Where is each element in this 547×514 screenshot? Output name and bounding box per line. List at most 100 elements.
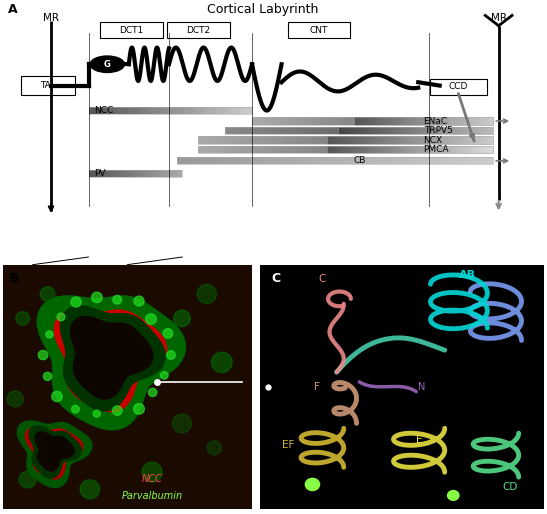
Bar <box>230 107 231 115</box>
Circle shape <box>57 313 65 321</box>
Bar <box>457 127 459 134</box>
Bar <box>433 136 434 143</box>
Bar <box>182 107 183 115</box>
Bar <box>435 117 437 124</box>
Bar <box>345 127 346 134</box>
Bar <box>290 127 292 134</box>
Bar <box>89 107 90 115</box>
Bar <box>266 146 267 153</box>
Bar <box>383 146 384 153</box>
Bar <box>406 136 408 143</box>
Bar <box>385 136 386 143</box>
Bar <box>295 127 297 134</box>
Bar <box>461 146 462 153</box>
Bar <box>465 157 468 164</box>
Bar <box>350 146 351 153</box>
Text: MR: MR <box>43 13 59 23</box>
Bar <box>323 117 325 124</box>
Bar <box>452 146 453 153</box>
Bar <box>397 127 398 134</box>
Bar <box>315 146 317 153</box>
Bar <box>386 136 388 143</box>
Bar <box>151 170 152 177</box>
Bar <box>249 157 251 164</box>
Bar <box>353 157 356 164</box>
Bar <box>412 136 414 143</box>
Bar <box>232 157 234 164</box>
Bar <box>437 127 438 134</box>
Bar <box>453 127 456 134</box>
Bar <box>403 117 404 124</box>
Bar <box>381 136 382 143</box>
Bar <box>480 136 481 143</box>
Bar <box>152 170 153 177</box>
Bar <box>432 136 434 143</box>
Bar <box>374 146 375 153</box>
Bar <box>295 146 298 153</box>
Bar <box>451 146 452 153</box>
Bar <box>472 127 474 134</box>
Bar <box>444 136 445 143</box>
Bar <box>263 127 265 134</box>
Bar <box>470 136 471 143</box>
Bar <box>354 146 355 153</box>
Bar <box>435 136 437 143</box>
Bar <box>146 170 147 177</box>
Bar <box>418 136 420 143</box>
Bar <box>109 170 110 177</box>
Bar <box>292 136 293 143</box>
Bar <box>244 136 246 143</box>
Bar <box>276 136 277 143</box>
Bar <box>446 127 449 134</box>
Bar <box>363 127 364 134</box>
Bar <box>427 117 428 124</box>
Bar <box>276 117 278 124</box>
Bar <box>452 117 453 124</box>
Bar <box>396 127 397 134</box>
Polygon shape <box>18 421 92 488</box>
Bar <box>147 170 148 177</box>
Bar <box>118 107 119 115</box>
Bar <box>288 117 289 124</box>
Bar <box>409 146 410 153</box>
Bar <box>474 127 475 134</box>
Bar <box>423 157 426 164</box>
Bar <box>312 127 313 134</box>
Bar <box>113 107 114 115</box>
Bar <box>396 146 397 153</box>
Bar <box>459 136 460 143</box>
Bar <box>461 136 462 143</box>
Bar <box>465 146 467 153</box>
Bar <box>293 136 295 143</box>
Bar <box>226 157 228 164</box>
Bar <box>434 157 436 164</box>
Bar <box>450 146 452 153</box>
Bar <box>389 157 392 164</box>
Bar <box>352 136 353 143</box>
Bar <box>334 157 336 164</box>
Bar <box>487 127 488 134</box>
Bar <box>406 157 409 164</box>
Bar <box>317 146 319 153</box>
Bar <box>427 127 428 134</box>
Bar <box>429 117 430 124</box>
Bar <box>461 117 463 124</box>
Bar <box>97 170 98 177</box>
Bar <box>307 136 309 143</box>
Bar <box>462 127 463 134</box>
Bar <box>384 146 385 153</box>
Bar <box>215 107 216 115</box>
Bar <box>415 157 417 164</box>
Bar <box>361 127 362 134</box>
Bar <box>411 117 412 124</box>
Bar <box>243 127 245 134</box>
Bar <box>414 117 415 124</box>
Bar <box>243 107 245 115</box>
Bar <box>412 157 415 164</box>
Bar <box>129 107 130 115</box>
Bar <box>375 127 376 134</box>
Bar <box>264 157 266 164</box>
Bar <box>411 127 412 134</box>
Bar <box>491 127 492 134</box>
Bar <box>400 127 401 134</box>
